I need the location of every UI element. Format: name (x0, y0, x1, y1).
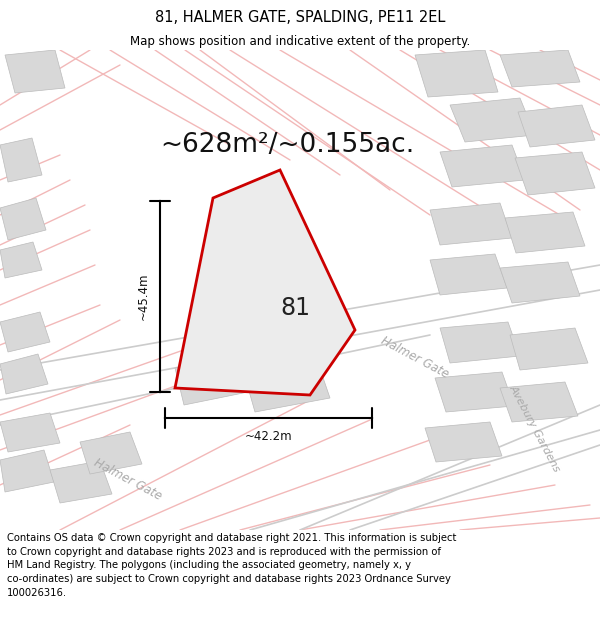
Polygon shape (515, 152, 595, 195)
Polygon shape (245, 363, 330, 412)
Polygon shape (440, 145, 525, 187)
Text: ~628m²/~0.155ac.: ~628m²/~0.155ac. (160, 132, 414, 158)
Text: Avebury Gardens: Avebury Gardens (508, 383, 562, 473)
Polygon shape (440, 322, 520, 363)
Text: ~42.2m: ~42.2m (245, 430, 292, 443)
Polygon shape (0, 413, 60, 452)
Polygon shape (0, 242, 42, 278)
Polygon shape (50, 461, 112, 503)
Polygon shape (175, 170, 355, 395)
Polygon shape (500, 50, 580, 87)
Polygon shape (500, 382, 578, 422)
Polygon shape (510, 328, 588, 370)
Polygon shape (430, 203, 512, 245)
Polygon shape (0, 138, 42, 182)
Polygon shape (518, 105, 595, 147)
Text: Contains OS data © Crown copyright and database right 2021. This information is : Contains OS data © Crown copyright and d… (7, 533, 457, 598)
Polygon shape (5, 50, 65, 93)
Text: Map shows position and indicative extent of the property.: Map shows position and indicative extent… (130, 35, 470, 48)
Text: ~45.4m: ~45.4m (137, 272, 150, 320)
Polygon shape (450, 98, 535, 142)
Polygon shape (0, 450, 54, 492)
Text: 81: 81 (280, 296, 310, 320)
Polygon shape (435, 372, 514, 412)
Polygon shape (500, 262, 580, 303)
Text: 81, HALMER GATE, SPALDING, PE11 2EL: 81, HALMER GATE, SPALDING, PE11 2EL (155, 10, 445, 25)
Text: Halmer Gate: Halmer Gate (92, 457, 164, 503)
Polygon shape (415, 50, 498, 97)
Polygon shape (0, 312, 50, 352)
Polygon shape (80, 432, 142, 474)
Text: Halmer Gate: Halmer Gate (379, 334, 451, 381)
Polygon shape (0, 198, 46, 240)
Polygon shape (425, 422, 502, 462)
Polygon shape (0, 354, 48, 394)
Polygon shape (430, 254, 507, 295)
Polygon shape (505, 212, 585, 253)
Polygon shape (175, 354, 258, 405)
